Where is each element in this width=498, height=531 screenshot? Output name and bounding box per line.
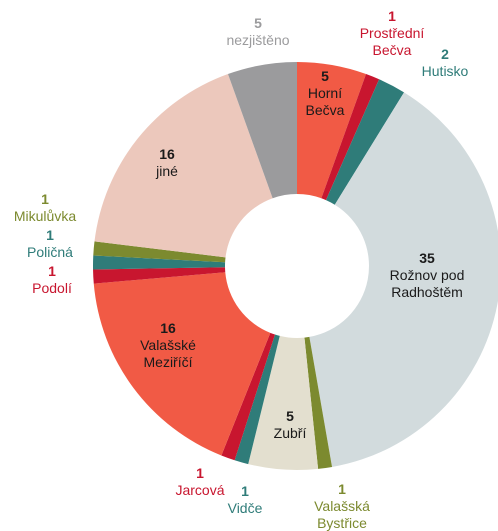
value-label: 1 [41, 191, 49, 207]
segment-label: 5 Zubří [265, 408, 315, 442]
segment [227, 62, 297, 199]
value-label: 1 [196, 465, 204, 481]
value-label: 16 [160, 320, 176, 336]
value-label: 1 [46, 227, 54, 243]
segment-label: 2 Hutisko [410, 46, 480, 80]
segment-label: 35 Rožnov pod Radhoštěm [377, 250, 477, 301]
category-label: Vidče [227, 500, 263, 516]
segment-label: 1 Jarcová [170, 465, 230, 499]
segment [297, 62, 367, 199]
value-label: 5 [254, 15, 262, 31]
segment-label: 1 Prostřední Bečva [352, 8, 432, 59]
segment [321, 74, 380, 201]
segment-label: 1 Mikulůvka [5, 191, 85, 225]
category-label: Poličná [27, 244, 73, 260]
category-label: nezjištěno [226, 32, 290, 48]
segment [93, 272, 271, 456]
segment-label: 5 nezjištěno [208, 15, 308, 49]
segment [93, 267, 226, 284]
value-label: 5 [286, 408, 294, 424]
category-label: Prostřední Bečva [359, 25, 425, 58]
category-label: Valašská Bystřice [314, 498, 370, 531]
value-label: 1 [48, 263, 56, 279]
category-label: jiné [156, 163, 178, 179]
segment [304, 336, 333, 469]
segment [221, 332, 275, 461]
category-label: Jarcová [175, 482, 225, 498]
value-label: 2 [441, 46, 449, 62]
category-label: Podolí [32, 280, 72, 296]
value-label: 35 [419, 250, 435, 266]
segment-label: 1 Podolí [22, 263, 82, 297]
segment [325, 79, 405, 205]
segment-label: 16 Valašské Meziříčí [128, 320, 208, 371]
segment-label: 16 jiné [142, 146, 192, 180]
segment [309, 92, 498, 467]
category-label: Mikulůvka [13, 208, 77, 224]
segment-label: 1 Poličná [20, 227, 80, 261]
segment [234, 334, 280, 465]
segment-label: 1 Vidče [220, 483, 270, 517]
segment-label: 1 Valašská Bystřice [307, 481, 377, 531]
value-label: 1 [338, 481, 346, 497]
segment [93, 241, 226, 263]
value-label: 1 [388, 8, 396, 24]
segment [93, 255, 226, 270]
value-label: 5 [321, 68, 329, 84]
segment-label: 5 Horní Bečva [300, 68, 350, 119]
category-label: Zubří [273, 425, 307, 441]
segment [248, 335, 319, 470]
category-label: Rožnov pod Radhoštěm [389, 267, 465, 300]
value-label: 1 [241, 483, 249, 499]
value-label: 16 [159, 146, 175, 162]
category-label: Valašské Meziříčí [140, 337, 196, 370]
segment [94, 74, 273, 258]
category-label: Hutisko [421, 63, 469, 79]
category-label: Horní Bečva [305, 85, 345, 118]
